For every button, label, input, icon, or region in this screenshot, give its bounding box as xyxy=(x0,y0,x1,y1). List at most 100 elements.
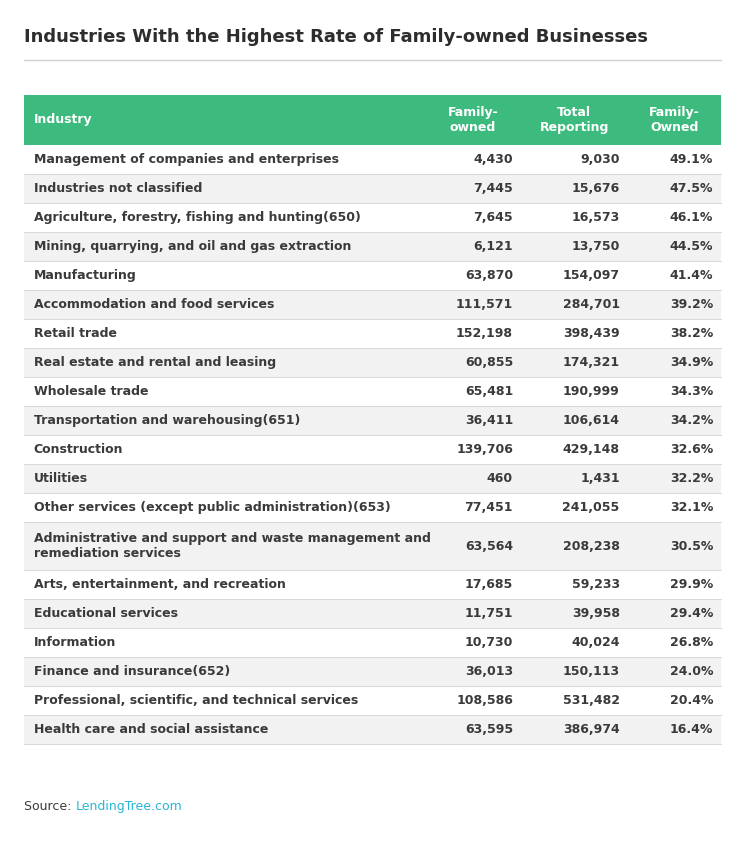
Text: 7,645: 7,645 xyxy=(473,211,513,224)
Text: Industry: Industry xyxy=(34,114,92,126)
Text: 34.9%: 34.9% xyxy=(670,356,713,369)
Text: Family-
Owned: Family- Owned xyxy=(649,106,700,134)
Text: 16.4%: 16.4% xyxy=(670,723,713,736)
Text: 190,999: 190,999 xyxy=(563,385,620,398)
Text: 154,097: 154,097 xyxy=(562,269,620,282)
Text: 6,121: 6,121 xyxy=(473,240,513,253)
Text: 29.4%: 29.4% xyxy=(670,607,713,620)
Text: 16,573: 16,573 xyxy=(571,211,620,224)
Text: Family-
owned: Family- owned xyxy=(448,106,498,134)
Bar xyxy=(24,290,721,319)
Text: Wholesale trade: Wholesale trade xyxy=(34,385,148,398)
Text: Administrative and support and waste management and
remediation services: Administrative and support and waste man… xyxy=(34,532,431,560)
Text: 398,439: 398,439 xyxy=(563,327,620,340)
Text: Management of companies and enterprises: Management of companies and enterprises xyxy=(34,153,339,166)
Text: 9,030: 9,030 xyxy=(580,153,620,166)
Bar xyxy=(24,570,721,599)
Text: 11,751: 11,751 xyxy=(465,607,513,620)
Bar xyxy=(24,464,721,493)
Text: Educational services: Educational services xyxy=(34,607,178,620)
Text: Transportation and warehousing(651): Transportation and warehousing(651) xyxy=(34,414,300,427)
Text: 139,706: 139,706 xyxy=(456,443,513,456)
Bar xyxy=(24,174,721,203)
Text: 13,750: 13,750 xyxy=(571,240,620,253)
Text: 4,430: 4,430 xyxy=(473,153,513,166)
Text: Arts, entertainment, and recreation: Arts, entertainment, and recreation xyxy=(34,578,286,591)
Text: Utilities: Utilities xyxy=(34,472,88,485)
Text: 15,676: 15,676 xyxy=(571,182,620,195)
Text: 241,055: 241,055 xyxy=(562,501,620,514)
Text: 30.5%: 30.5% xyxy=(670,540,713,552)
Text: 63,595: 63,595 xyxy=(465,723,513,736)
Text: Professional, scientific, and technical services: Professional, scientific, and technical … xyxy=(34,694,358,707)
Text: 36,013: 36,013 xyxy=(465,665,513,678)
Bar xyxy=(24,145,721,174)
Text: Real estate and rental and leasing: Real estate and rental and leasing xyxy=(34,356,276,369)
Text: 46.1%: 46.1% xyxy=(670,211,713,224)
Text: 24.0%: 24.0% xyxy=(670,665,713,678)
Text: 60,855: 60,855 xyxy=(465,356,513,369)
Bar xyxy=(24,435,721,464)
Text: Total
Reporting: Total Reporting xyxy=(539,106,609,134)
Bar xyxy=(24,715,721,744)
Bar xyxy=(24,657,721,686)
Bar xyxy=(24,95,721,145)
Text: Mining, quarrying, and oil and gas extraction: Mining, quarrying, and oil and gas extra… xyxy=(34,240,351,253)
Text: 284,701: 284,701 xyxy=(562,298,620,311)
Text: Health care and social assistance: Health care and social assistance xyxy=(34,723,268,736)
Text: Industries With the Highest Rate of Family-owned Businesses: Industries With the Highest Rate of Fami… xyxy=(24,28,648,46)
Text: 108,586: 108,586 xyxy=(456,694,513,707)
Text: 40,024: 40,024 xyxy=(571,636,620,649)
Text: 49.1%: 49.1% xyxy=(670,153,713,166)
Text: Source:: Source: xyxy=(24,800,75,813)
Text: 17,685: 17,685 xyxy=(465,578,513,591)
Text: 32.1%: 32.1% xyxy=(670,501,713,514)
Text: 32.6%: 32.6% xyxy=(670,443,713,456)
Text: Finance and insurance(652): Finance and insurance(652) xyxy=(34,665,230,678)
Text: 10,730: 10,730 xyxy=(465,636,513,649)
Text: Accommodation and food services: Accommodation and food services xyxy=(34,298,274,311)
Text: Information: Information xyxy=(34,636,116,649)
Text: 41.4%: 41.4% xyxy=(670,269,713,282)
Text: Retail trade: Retail trade xyxy=(34,327,117,340)
Text: 208,238: 208,238 xyxy=(562,540,620,552)
Text: 429,148: 429,148 xyxy=(562,443,620,456)
Bar xyxy=(24,232,721,261)
Text: 44.5%: 44.5% xyxy=(670,240,713,253)
Text: 7,445: 7,445 xyxy=(473,182,513,195)
Text: 174,321: 174,321 xyxy=(562,356,620,369)
Text: 531,482: 531,482 xyxy=(562,694,620,707)
Bar xyxy=(24,377,721,406)
Text: 106,614: 106,614 xyxy=(562,414,620,427)
Text: 65,481: 65,481 xyxy=(465,385,513,398)
Text: 63,564: 63,564 xyxy=(465,540,513,552)
Text: 111,571: 111,571 xyxy=(456,298,513,311)
Text: 1,431: 1,431 xyxy=(580,472,620,485)
Text: Manufacturing: Manufacturing xyxy=(34,269,136,282)
Text: 32.2%: 32.2% xyxy=(670,472,713,485)
Text: 38.2%: 38.2% xyxy=(670,327,713,340)
Text: 59,233: 59,233 xyxy=(571,578,620,591)
Text: 150,113: 150,113 xyxy=(562,665,620,678)
Bar xyxy=(24,628,721,657)
Text: 29.9%: 29.9% xyxy=(670,578,713,591)
Bar xyxy=(24,319,721,348)
Bar xyxy=(24,261,721,290)
Text: LendingTree.com: LendingTree.com xyxy=(76,800,183,813)
Text: 386,974: 386,974 xyxy=(563,723,620,736)
Text: 77,451: 77,451 xyxy=(465,501,513,514)
Text: Agriculture, forestry, fishing and hunting(650): Agriculture, forestry, fishing and hunti… xyxy=(34,211,361,224)
Text: 39.2%: 39.2% xyxy=(670,298,713,311)
Bar xyxy=(24,493,721,522)
Text: 47.5%: 47.5% xyxy=(670,182,713,195)
Bar xyxy=(24,686,721,715)
Bar xyxy=(24,599,721,628)
Text: 34.2%: 34.2% xyxy=(670,414,713,427)
Bar xyxy=(24,406,721,435)
Text: 34.3%: 34.3% xyxy=(670,385,713,398)
Text: Construction: Construction xyxy=(34,443,124,456)
Text: 39,958: 39,958 xyxy=(571,607,620,620)
Text: 152,198: 152,198 xyxy=(456,327,513,340)
Text: Other services (except public administration)(653): Other services (except public administra… xyxy=(34,501,390,514)
Text: Industries not classified: Industries not classified xyxy=(34,182,202,195)
